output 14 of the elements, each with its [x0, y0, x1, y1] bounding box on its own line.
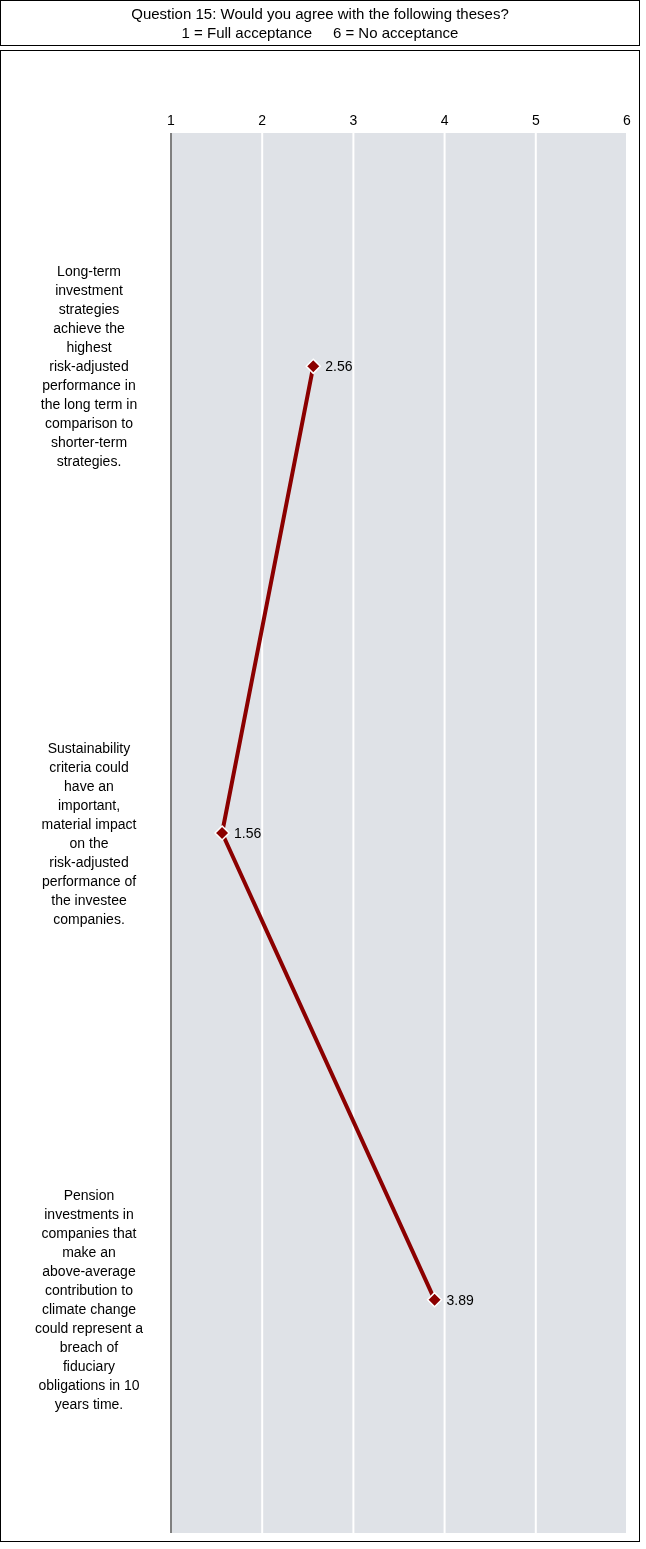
- x-tick-label: 4: [440, 112, 449, 128]
- x-tick-label: 1: [167, 112, 176, 128]
- x-tick-label: 3: [349, 112, 358, 128]
- category-label: Sustainability criteria could have an important, material impact on the risk-adjusted performance of the investee companies.: [41, 739, 137, 927]
- chart-title: Question 15: Would you agree with the following theses?: [130, 4, 510, 23]
- x-tick-label: 6: [623, 112, 632, 128]
- x-tick-label: 5: [531, 112, 540, 128]
- category-label: Long-term investment strategies achieve the highest risk-adjusted performance in the long term in comparison to shorter-term strategies.: [40, 263, 138, 470]
- data-label: 2.56: [325, 358, 353, 375]
- chart-subtitle: 1 = Full acceptance 6 = No acceptance: [180, 23, 460, 42]
- x-tick-label: 2: [258, 112, 267, 128]
- data-label: 1.56: [234, 824, 262, 841]
- data-label: 3.89: [446, 1291, 475, 1308]
- category-label: Pension investments in companies that make an above-average contribution to climate change could represent a breach of fiduciary obligations in 10 years time.: [34, 1187, 144, 1413]
